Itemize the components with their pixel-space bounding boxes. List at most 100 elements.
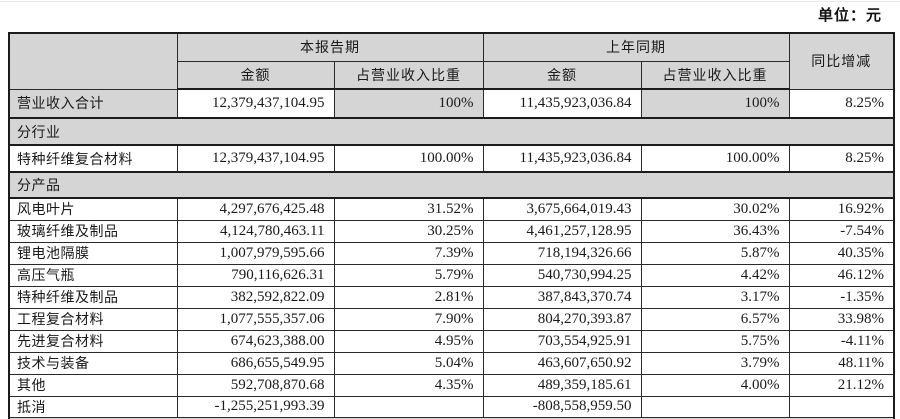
share-prior-cell: 30.02%	[640, 197, 790, 221]
yoy-cell: 46.12%	[788, 263, 895, 287]
amount-prior-cell: 11,435,923,036.84	[482, 88, 642, 119]
section-row-by-product: 分产品	[8, 171, 895, 199]
row-label: 高压气瓶	[8, 263, 178, 287]
yoy-cell: 8.25%	[788, 88, 895, 119]
unit-label: 单位：元	[817, 8, 882, 24]
yoy-cell: -1.35%	[788, 285, 895, 309]
section-label: 分行业	[8, 117, 895, 146]
yoy-cell: -7.54%	[788, 219, 895, 243]
header-cell-prior-period: 上年同期	[482, 32, 790, 62]
row-label: 技术与装备	[8, 351, 178, 375]
row-label: 风电叶片	[8, 197, 178, 221]
header-row-periods: 本报告期 上年同期 同比增减	[8, 32, 895, 90]
amount-prior-cell: 489,359,185.61	[482, 373, 642, 397]
amount-current-cell: 1,007,979,595.66	[176, 241, 335, 265]
clipped-section-cell	[8, 416, 895, 419]
table-row: 特种纤维及制品 382,592,822.09 2.81% 387,843,370…	[8, 285, 895, 309]
amount-prior-cell: -808,558,959.50	[482, 395, 642, 418]
share-current-cell: 2.81%	[333, 285, 484, 309]
section-label: 分产品	[8, 171, 895, 199]
share-current-cell: 31.52%	[333, 197, 484, 221]
share-prior-cell: 100%	[640, 88, 790, 119]
amount-current-cell: 592,708,870.68	[176, 373, 335, 397]
amount-prior-cell: 11,435,923,036.84	[482, 144, 642, 173]
share-prior-cell	[640, 395, 790, 418]
table-row: 先进复合材料 674,623,388.00 4.95% 703,554,925.…	[8, 329, 895, 353]
table-row: 其他 592,708,870.68 4.35% 489,359,185.61 4…	[8, 373, 895, 397]
share-prior-cell: 100.00%	[640, 144, 790, 173]
header-row-subcolumns: 金额 占营业收入比重 金额 占营业收入比重	[9, 60, 894, 90]
amount-current-cell: 686,655,549.95	[176, 351, 335, 375]
table-row-elimination: 抵消 -1,255,251,993.39 -808,558,959.50	[8, 395, 895, 418]
amount-prior-cell: 804,270,393.87	[482, 307, 642, 331]
amount-current-cell: 1,077,555,357.06	[176, 307, 335, 331]
table-row-total-revenue: 营业收入合计 12,379,437,104.95 100% 11,435,923…	[8, 88, 895, 119]
table-row: 工程复合材料 1,077,555,357.06 7.90% 804,270,39…	[8, 307, 895, 331]
table-row: 特种纤维复合材料 12,379,437,104.95 100.00% 11,43…	[8, 144, 895, 173]
row-label: 锂电池隔膜	[8, 241, 178, 265]
share-prior-cell: 4.42%	[640, 263, 790, 287]
header-cell-share-prior: 占营业收入比重	[640, 60, 790, 90]
amount-current-cell: 4,297,676,425.48	[176, 197, 335, 221]
header-cell-amount-prior: 金额	[482, 60, 642, 90]
share-current-cell: 7.90%	[333, 307, 484, 331]
header-cell-amount-current: 金额	[176, 60, 335, 90]
amount-prior-cell: 703,554,925.91	[482, 329, 642, 353]
yoy-cell: 16.92%	[788, 197, 895, 221]
clipped-next-row	[8, 416, 895, 419]
row-label: 工程复合材料	[8, 307, 178, 331]
table-row: 风电叶片 4,297,676,425.48 31.52% 3,675,664,0…	[8, 197, 895, 221]
share-current-cell: 100.00%	[333, 144, 484, 173]
revenue-breakdown-table: 本报告期 上年同期 同比增减 金额 占营业收入比重 金额 占营业收入比重 营业收…	[8, 32, 895, 419]
table-row: 高压气瓶 790,116,626.31 5.79% 540,730,994.25…	[8, 263, 895, 287]
amount-prior-cell: 4,461,257,128.95	[482, 219, 642, 243]
amount-current-cell: 12,379,437,104.95	[176, 88, 335, 119]
amount-current-cell: 674,623,388.00	[176, 329, 335, 353]
share-prior-cell: 36.43%	[640, 219, 790, 243]
amount-prior-cell: 463,607,650.92	[482, 351, 642, 375]
amount-prior-cell: 718,194,326.66	[482, 241, 642, 265]
share-prior-cell: 3.79%	[640, 351, 790, 375]
header-cell-empty	[8, 32, 178, 90]
row-label: 抵消	[8, 395, 178, 418]
table-row: 玻璃纤维及制品 4,124,780,463.11 30.25% 4,461,25…	[8, 219, 895, 243]
header-cell-current-period: 本报告期	[176, 32, 484, 62]
share-prior-cell: 4.00%	[640, 373, 790, 397]
row-label: 先进复合材料	[8, 329, 178, 353]
yoy-cell: 48.11%	[788, 351, 895, 375]
row-label: 特种纤维复合材料	[8, 144, 178, 173]
yoy-cell: 33.98%	[788, 307, 895, 331]
amount-prior-cell: 540,730,994.25	[482, 263, 642, 287]
share-current-cell: 5.04%	[333, 351, 484, 375]
share-current-cell: 4.95%	[333, 329, 484, 353]
row-label: 玻璃纤维及制品	[8, 219, 178, 243]
header-cell-yoy: 同比增减	[788, 32, 895, 90]
yoy-cell: 21.12%	[788, 373, 895, 397]
row-label: 营业收入合计	[8, 88, 178, 119]
yoy-cell: -4.11%	[788, 329, 895, 353]
amount-current-cell: 4,124,780,463.11	[176, 219, 335, 243]
yoy-cell	[788, 395, 895, 418]
share-current-cell: 30.25%	[333, 219, 484, 243]
share-prior-cell: 5.75%	[640, 329, 790, 353]
amount-prior-cell: 3,675,664,019.43	[482, 197, 642, 221]
row-label: 特种纤维及制品	[8, 285, 178, 309]
share-prior-cell: 3.17%	[640, 285, 790, 309]
table-row: 技术与装备 686,655,549.95 5.04% 463,607,650.9…	[8, 351, 895, 375]
share-current-cell: 4.35%	[333, 373, 484, 397]
share-prior-cell: 6.57%	[640, 307, 790, 331]
amount-current-cell: -1,255,251,993.39	[176, 395, 335, 418]
share-current-cell: 5.79%	[333, 263, 484, 287]
share-current-cell: 7.39%	[333, 241, 484, 265]
yoy-cell: 40.35%	[788, 241, 895, 265]
section-row-by-industry: 分行业	[8, 117, 895, 146]
row-label: 其他	[8, 373, 178, 397]
amount-current-cell: 382,592,822.09	[176, 285, 335, 309]
yoy-cell: 8.25%	[788, 144, 895, 173]
header-cell-share-current: 占营业收入比重	[333, 60, 484, 90]
amount-prior-cell: 387,843,370.74	[482, 285, 642, 309]
amount-current-cell: 790,116,626.31	[176, 263, 335, 287]
table-row: 锂电池隔膜 1,007,979,595.66 7.39% 718,194,326…	[8, 241, 895, 265]
amount-current-cell: 12,379,437,104.95	[176, 144, 335, 173]
